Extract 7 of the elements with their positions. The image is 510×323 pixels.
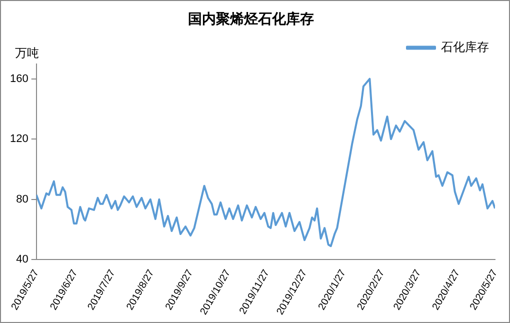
y-axis-title: 万吨 <box>15 46 39 60</box>
chart-title: 国内聚烯烃石化库存 <box>188 10 314 26</box>
y-tick-label: 160 <box>10 72 28 85</box>
y-tick-label: 40 <box>16 254 28 266</box>
y-tick-label: 80 <box>16 193 28 206</box>
legend-label: 石化库存 <box>441 40 489 54</box>
y-tick-label: 120 <box>10 133 28 146</box>
